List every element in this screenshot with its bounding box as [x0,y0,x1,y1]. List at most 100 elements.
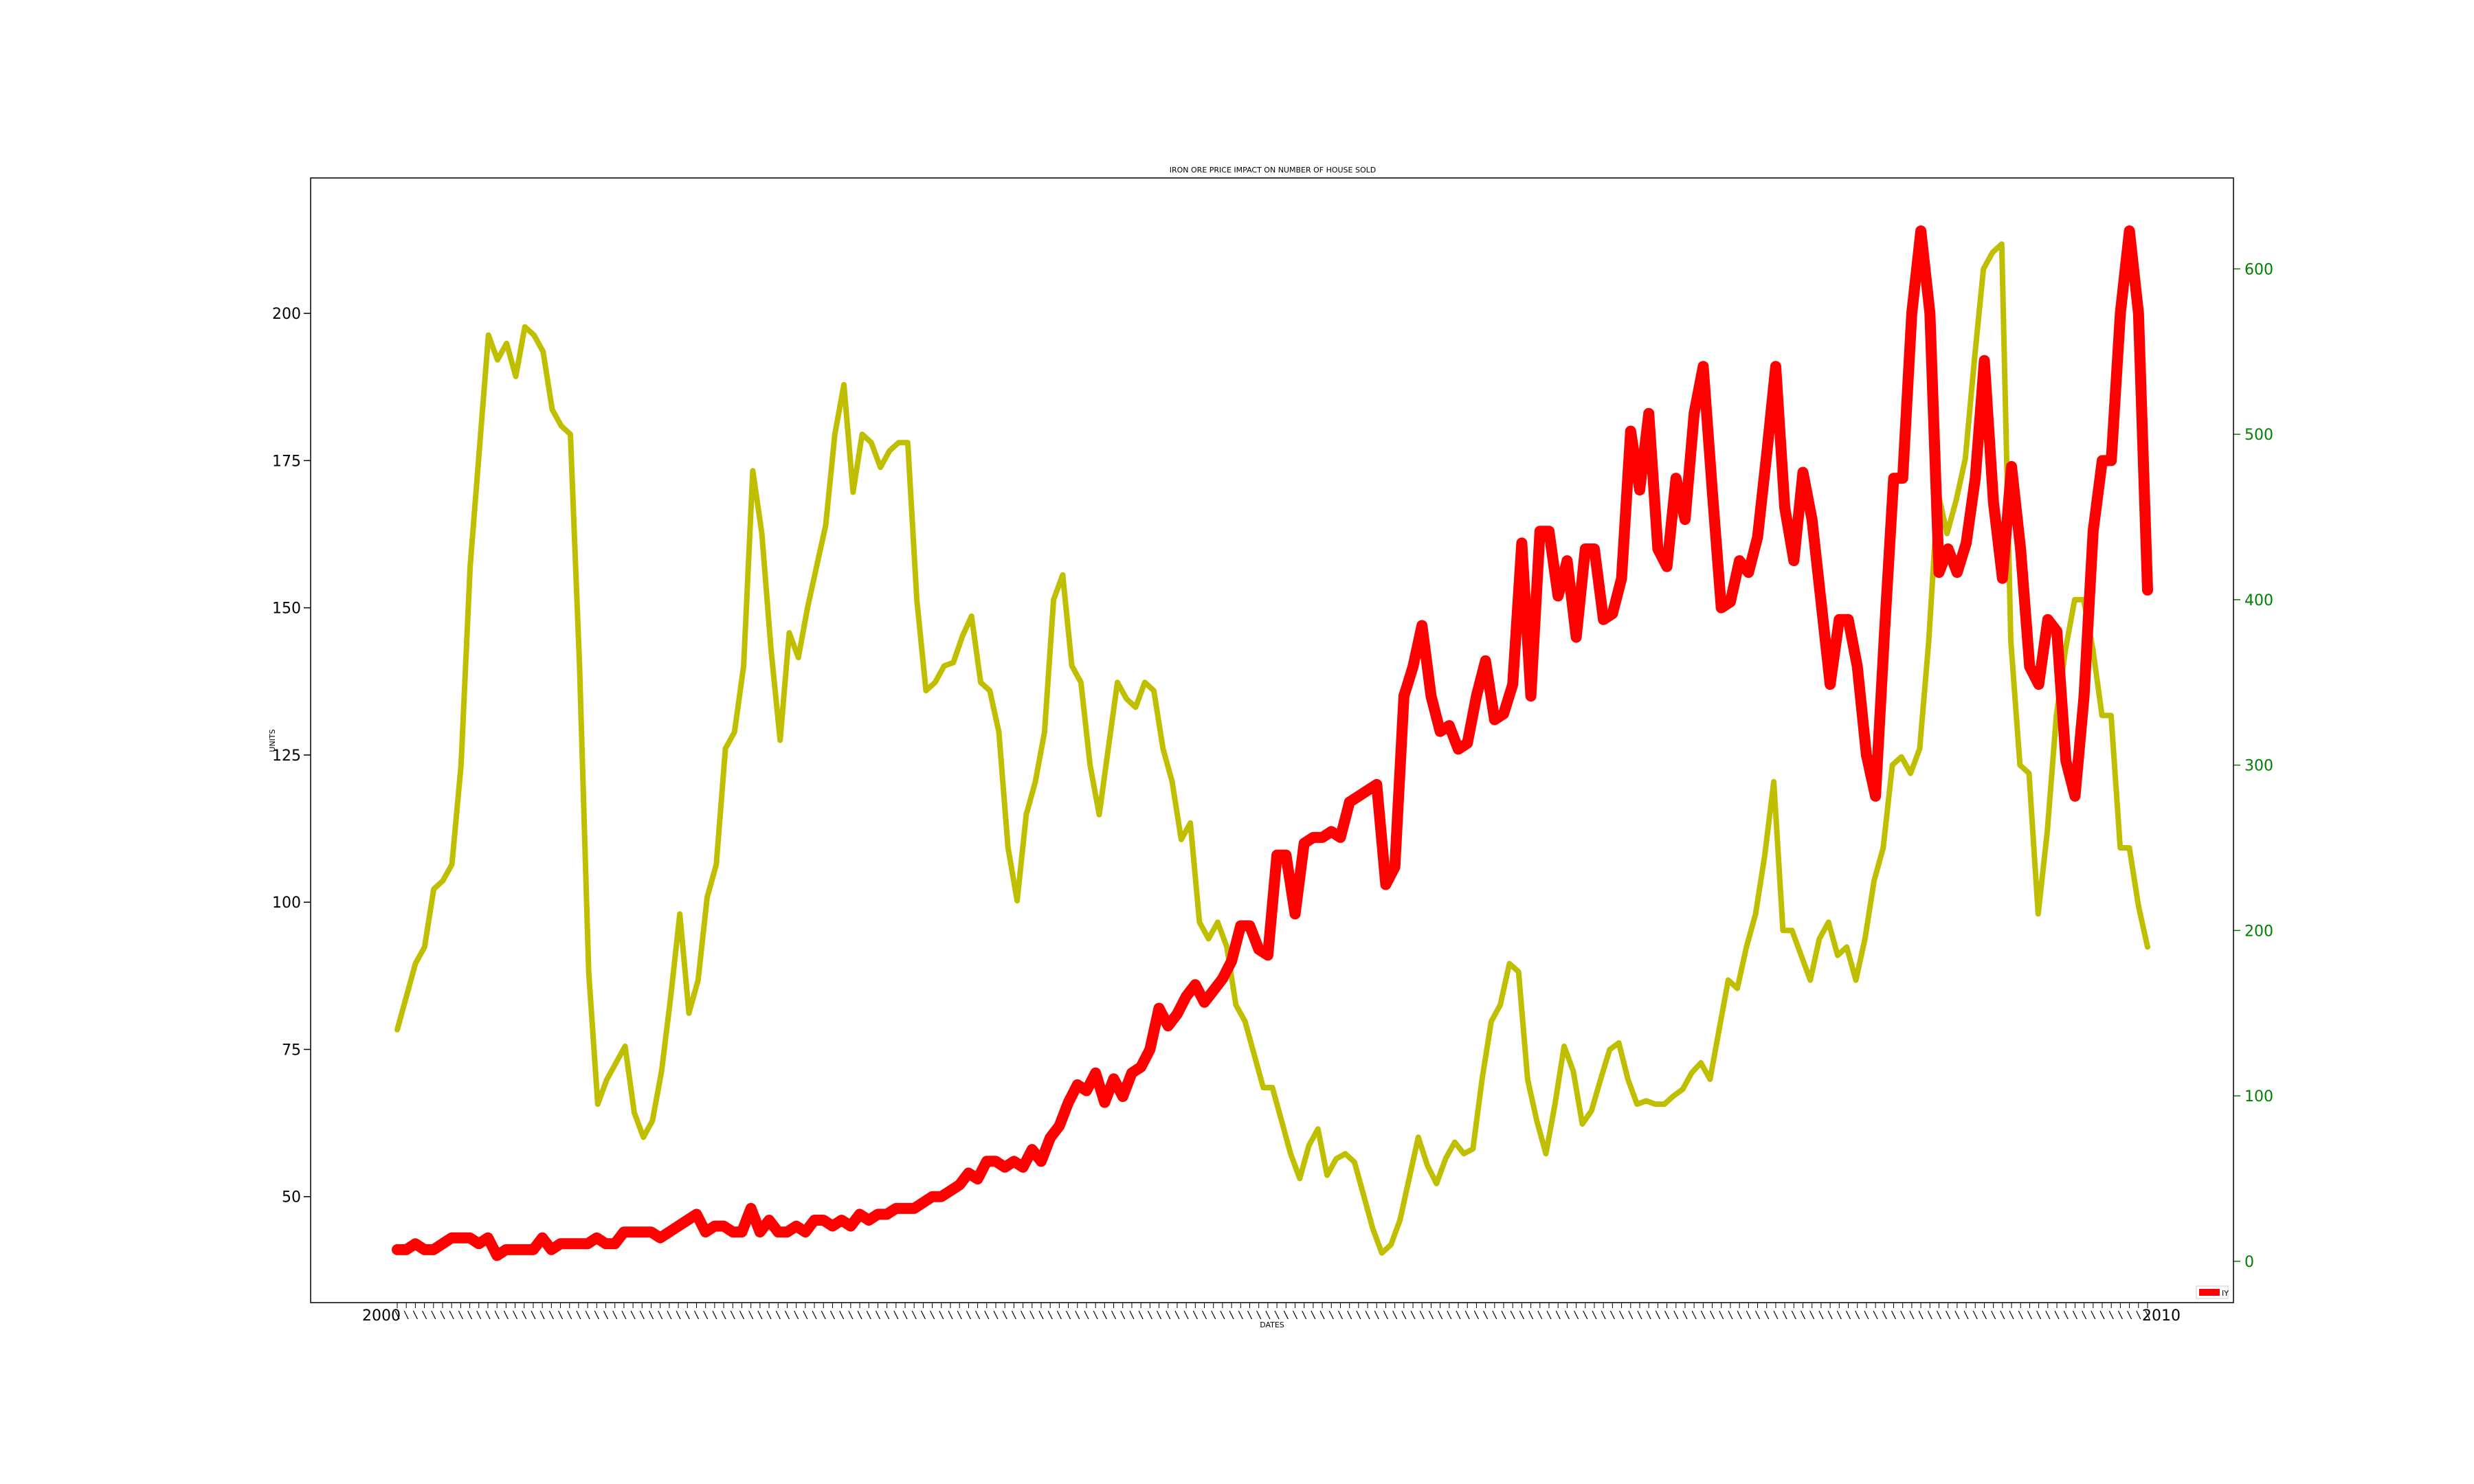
x-tick-label-glyph [1546,1310,1552,1320]
x-tick-last: 2010 [2142,1307,2181,1325]
x-tick-label-glyph [1882,1310,1887,1320]
x-tick-label-glyph [1201,1310,1207,1320]
x-tick-label-glyph [1066,1310,1071,1320]
x-tick-label-glyph [794,1310,799,1320]
x-tick-label-glyph [1891,1310,1897,1320]
x-tick-label-glyph [1483,1310,1489,1320]
x-tick-label-glyph [394,1310,400,1320]
x-tick-label-glyph [1011,1310,1016,1320]
x-tick-label-glyph [1972,1310,1978,1320]
left-tick-label: 100 [272,895,301,912]
x-tick-label-glyph [531,1310,536,1320]
left-y-axis: 50 75 100 125 150 175 200 [272,306,311,1206]
x-tick-label-glyph [1274,1310,1280,1320]
x-tick-label-glyph [1075,1310,1080,1320]
x-tick-label-glyph [1302,1310,1307,1320]
x-tick-label-glyph [612,1310,618,1320]
x-tick-label-glyph [1056,1310,1062,1320]
x-tick-label-glyph [2099,1310,2105,1320]
x-tick-label-glyph [1764,1310,1770,1320]
x-tick-label-glyph [1256,1310,1262,1320]
right-tick-label: 300 [2244,758,2273,775]
x-tick-label-glyph [539,1310,545,1320]
x-tick-label-glyph [1292,1310,1298,1320]
x-tick-label-glyph [1728,1310,1733,1320]
x-tick-label-glyph [1537,1310,1543,1320]
x-tick-label-glyph [1818,1310,1824,1320]
x-tick-label-glyph [503,1310,509,1320]
x-tick-label-glyph [839,1310,845,1320]
x-tick-label-glyph [1265,1310,1271,1320]
x-tick-label-glyph [630,1310,636,1320]
x-tick-label-glyph [1157,1310,1162,1320]
x-tick-label-glyph [1410,1310,1416,1320]
x-tick-label-glyph [1845,1310,1851,1320]
x-tick-label-glyph [693,1310,700,1320]
x-tick-label-glyph [821,1310,826,1320]
y-axis-label: UNITS [268,729,277,752]
x-tick-label-glyph [848,1310,854,1320]
x-tick-label-glyph [1574,1310,1579,1320]
x-tick-label-glyph [548,1310,554,1320]
x-tick-label-glyph [1319,1310,1325,1320]
x-tick-label-glyph [639,1310,645,1320]
x-tick-label-glyph [1619,1310,1625,1320]
x-tick-label-glyph [930,1310,935,1320]
x-tick-label-glyph [748,1310,754,1320]
x-tick-label-glyph [1447,1310,1452,1320]
x-tick-label-glyph [1592,1310,1597,1320]
x-tick-label-glyph [658,1310,663,1320]
x-tick-first: 2000 [362,1307,401,1325]
x-tick-label-glyph [1673,1310,1679,1320]
x-tick-label-glyph [1374,1310,1379,1320]
x-tick-label-glyph [1628,1310,1634,1320]
x-tick-label-glyph [648,1310,654,1320]
right-tick-label: 400 [2244,592,2273,609]
x-tick-label-glyph [1710,1310,1715,1320]
right-tick-label: 600 [2244,261,2273,278]
x-tick-label-glyph [1337,1310,1344,1320]
x-tick-label-glyph [1238,1310,1243,1320]
x-tick-label-glyph [567,1310,572,1320]
x-tick-label-glyph [1900,1310,1906,1320]
x-tick-label-glyph [1138,1310,1144,1320]
x-tick-label-glyph [676,1310,681,1320]
x-tick-label-glyph [1047,1310,1053,1320]
x-tick-label-glyph [1873,1310,1878,1320]
x-tick-label-glyph [2009,1310,2014,1320]
x-tick-label-glyph [1991,1310,1996,1320]
chart-title: IRON ORE PRICE IMPACT ON NUMBER OF HOUSE… [1170,166,1376,175]
x-tick-label-glyph [2018,1310,2023,1320]
x-tick-label-glyph [2091,1310,2096,1320]
series-iron-ore [392,225,2153,1261]
x-tick-label-glyph [1682,1310,1688,1320]
x-tick-label-glyph [1456,1310,1461,1320]
x-tick-label-glyph [1864,1310,1869,1320]
x-tick-label-glyph [1909,1310,1915,1320]
x-tick-label-glyph [948,1310,953,1320]
x-tick-label-glyph [993,1310,999,1320]
x-tick-label-glyph [1655,1310,1660,1320]
x-tick-label-glyph [449,1310,454,1320]
x-tick-label-glyph [1719,1310,1724,1320]
x-tick-label-glyph [2027,1310,2032,1320]
x-tick-label-glyph [1564,1310,1570,1320]
x-tick-label-glyph [2127,1310,2132,1320]
x-tick-label-glyph [513,1310,518,1320]
x-tick-label-glyph [1836,1310,1842,1320]
series-iron-line [392,225,2153,1261]
x-tick-label-glyph [975,1310,981,1320]
x-tick-label-glyph [1129,1310,1135,1320]
x-tick-label-glyph [467,1310,473,1320]
x-tick-label-glyph [1311,1310,1316,1320]
x-tick-label-glyph [1583,1310,1588,1320]
left-tick-label: 200 [272,306,301,323]
x-tick-label-glyph [757,1310,763,1320]
x-tick-label-glyph [2136,1310,2141,1320]
x-tick-label-glyph [1211,1310,1216,1320]
x-tick-label-glyph [1174,1310,1180,1320]
x-tick-label-glyph [684,1310,690,1320]
x-tick-label-glyph [522,1310,527,1320]
x-tick-label-glyph [1800,1310,1806,1320]
x-tick-label-glyph [1927,1310,1932,1320]
